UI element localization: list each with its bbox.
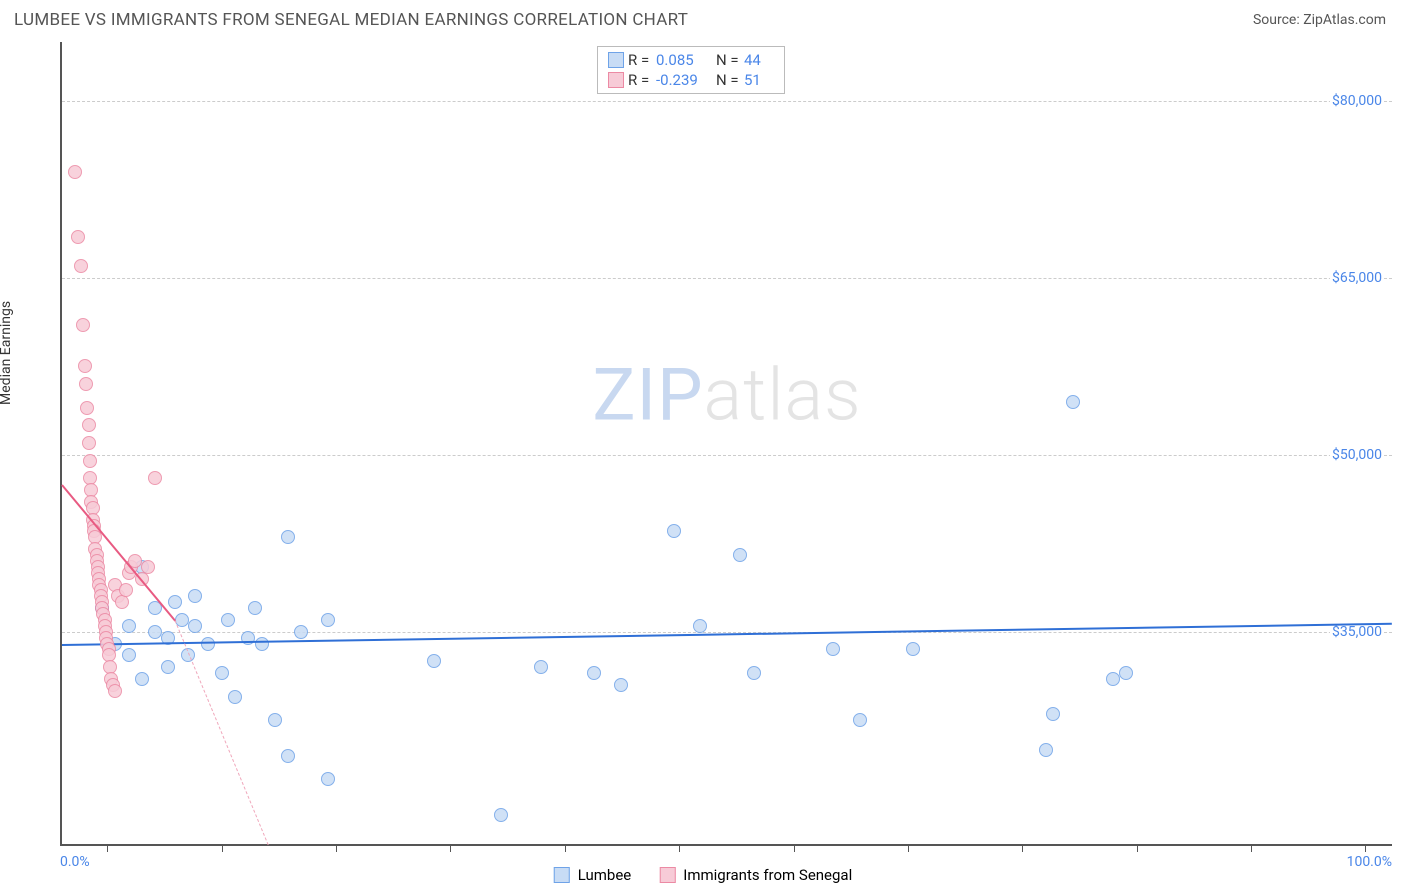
n-value: 44 xyxy=(744,51,774,69)
data-point xyxy=(122,648,136,662)
legend-swatch-icon xyxy=(554,867,570,883)
y-tick-label: $35,000 xyxy=(1330,624,1384,640)
data-point xyxy=(248,601,262,615)
data-point xyxy=(135,672,149,686)
data-point xyxy=(321,613,335,627)
data-point xyxy=(321,772,335,786)
data-point xyxy=(906,642,920,656)
chart-title: LUMBEE VS IMMIGRANTS FROM SENEGAL MEDIAN… xyxy=(14,10,688,30)
y-tick-label: $50,000 xyxy=(1330,447,1384,463)
data-point xyxy=(747,666,761,680)
x-tick xyxy=(565,844,566,852)
data-point xyxy=(71,230,85,244)
n-label: N = xyxy=(716,51,744,69)
legend-swatch-icon xyxy=(659,867,675,883)
series-legend: Lumbee Immigrants from Senegal xyxy=(554,866,853,884)
data-point xyxy=(534,660,548,674)
plot-area: ZIPatlas R =0.085N =44 R =-0.239N =51 $35… xyxy=(60,42,1392,846)
data-point xyxy=(141,560,155,574)
data-point xyxy=(255,637,269,651)
data-point xyxy=(80,401,94,415)
x-tick xyxy=(908,844,909,852)
gridline xyxy=(62,101,1392,102)
legend-item-lumbee: Lumbee xyxy=(554,866,632,884)
x-tick xyxy=(222,844,223,852)
data-point xyxy=(427,654,441,668)
data-point xyxy=(148,625,162,639)
x-tick xyxy=(679,844,680,852)
r-value: 0.085 xyxy=(656,51,716,69)
x-tick xyxy=(1137,844,1138,852)
data-point xyxy=(733,548,747,562)
data-point xyxy=(228,690,242,704)
x-axis-min-label: 0.0% xyxy=(60,854,90,870)
trend-line xyxy=(62,622,1392,645)
x-tick xyxy=(794,844,795,852)
data-point xyxy=(161,660,175,674)
gridline xyxy=(62,455,1392,456)
data-point xyxy=(1046,707,1060,721)
data-point xyxy=(614,678,628,692)
data-point xyxy=(119,583,133,597)
x-tick xyxy=(1022,844,1023,852)
data-point xyxy=(268,713,282,727)
data-point xyxy=(82,418,96,432)
x-tick xyxy=(107,844,108,852)
watermark: ZIPatlas xyxy=(592,352,861,437)
x-tick xyxy=(1365,844,1366,852)
data-point xyxy=(281,530,295,544)
data-point xyxy=(281,749,295,763)
data-point xyxy=(667,524,681,538)
data-point xyxy=(221,613,235,627)
legend-item-senegal: Immigrants from Senegal xyxy=(659,866,852,884)
y-tick-label: $65,000 xyxy=(1330,270,1384,286)
x-tick xyxy=(450,844,451,852)
r-label: R = xyxy=(628,51,656,69)
data-point xyxy=(215,666,229,680)
data-point xyxy=(853,713,867,727)
trend-line-dashed xyxy=(175,620,269,844)
x-tick xyxy=(336,844,337,852)
legend-label: Immigrants from Senegal xyxy=(683,866,852,884)
data-point xyxy=(1119,666,1133,680)
gridline xyxy=(62,278,1392,279)
data-point xyxy=(83,454,97,468)
data-point xyxy=(494,808,508,822)
data-point xyxy=(1106,672,1120,686)
legend-swatch-icon xyxy=(608,72,624,88)
data-point xyxy=(294,625,308,639)
data-point xyxy=(79,377,93,391)
data-point xyxy=(587,666,601,680)
x-tick xyxy=(1251,844,1252,852)
data-point xyxy=(1066,395,1080,409)
data-point xyxy=(74,259,88,273)
correlation-legend: R =0.085N =44 R =-0.239N =51 xyxy=(597,46,785,94)
n-value: 51 xyxy=(744,71,774,89)
y-axis-label: Median Earnings xyxy=(0,301,14,405)
r-label: R = xyxy=(628,71,656,89)
data-point xyxy=(76,318,90,332)
legend-swatch-icon xyxy=(608,52,624,68)
data-point xyxy=(188,589,202,603)
data-point xyxy=(168,595,182,609)
data-point xyxy=(122,619,136,633)
r-value: -0.239 xyxy=(656,71,716,89)
data-point xyxy=(78,359,92,373)
source-attribution: Source: ZipAtlas.com xyxy=(1253,12,1386,28)
data-point xyxy=(148,471,162,485)
data-point xyxy=(1039,743,1053,757)
y-tick-label: $80,000 xyxy=(1330,93,1384,109)
data-point xyxy=(188,619,202,633)
x-axis-max-label: 100.0% xyxy=(1347,854,1392,870)
data-point xyxy=(826,642,840,656)
chart-container: Median Earnings ZIPatlas R =0.085N =44R … xyxy=(14,42,1392,856)
n-label: N = xyxy=(716,71,744,89)
data-point xyxy=(108,684,122,698)
legend-label: Lumbee xyxy=(578,866,632,884)
data-point xyxy=(82,436,96,450)
data-point xyxy=(693,619,707,633)
data-point xyxy=(68,165,82,179)
